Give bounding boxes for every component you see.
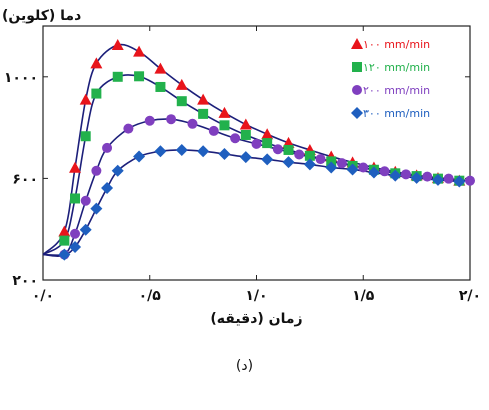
- series-markers: [58, 39, 475, 261]
- data-point: [261, 153, 274, 166]
- data-point: [198, 108, 209, 119]
- data-point: [58, 225, 71, 237]
- data-point: [58, 248, 71, 261]
- data-point: [410, 171, 423, 184]
- data-point: [144, 115, 155, 126]
- x-tick-label: ۲/۰: [459, 288, 481, 304]
- x-tick-label: ۱/۰: [245, 288, 267, 304]
- data-point: [465, 175, 475, 186]
- data-point: [79, 223, 92, 236]
- figure-caption: (د): [235, 358, 254, 374]
- data-point: [358, 162, 369, 173]
- data-point: [272, 144, 283, 155]
- legend-marker-4: [351, 107, 363, 119]
- y-tick-label: ۲۰۰: [12, 273, 38, 289]
- series-markers-3: [59, 114, 475, 260]
- data-point: [134, 71, 145, 82]
- data-point: [133, 150, 146, 163]
- data-point: [294, 149, 305, 160]
- data-point: [453, 175, 466, 188]
- data-point: [166, 114, 177, 125]
- data-point: [218, 148, 231, 161]
- data-point: [133, 45, 146, 57]
- legend-marker-1: [351, 38, 363, 49]
- data-point: [261, 128, 274, 140]
- data-point: [90, 57, 103, 69]
- legend-label-3: ۲۰۰ mm/min: [363, 84, 430, 97]
- y-tick-label: ۶۰۰: [12, 171, 38, 187]
- legend-label-4: ۳۰۰ mm/min: [363, 107, 430, 120]
- series-markers-4: [58, 143, 466, 261]
- data-point: [326, 156, 337, 167]
- data-point: [336, 158, 347, 169]
- legend-label-2: ۱۲۰ mm/min: [363, 61, 430, 74]
- data-point: [315, 154, 326, 165]
- tick-layer: ۰/۰ ۰/۵ ۱/۰ ۱/۵ ۲/۰ ۲۰۰ ۶۰۰ ۱۰۰۰: [4, 26, 481, 304]
- data-point: [69, 161, 82, 173]
- data-point: [79, 93, 92, 105]
- x-tick-label: ۰/۰: [32, 288, 54, 304]
- legend-label-1: ۱۰۰ mm/min: [363, 38, 430, 51]
- data-point: [400, 169, 411, 180]
- data-point: [208, 125, 219, 136]
- data-point: [70, 228, 81, 239]
- data-point: [346, 163, 359, 176]
- data-point: [367, 166, 380, 179]
- data-point: [379, 166, 390, 177]
- data-point: [91, 88, 102, 99]
- series-line-4: [42, 149, 460, 256]
- data-point: [123, 123, 134, 134]
- data-point: [155, 81, 166, 92]
- x-tick-label: ۰/۵: [139, 288, 162, 304]
- data-point: [90, 202, 103, 215]
- data-point: [431, 173, 444, 186]
- data-point: [283, 144, 294, 155]
- data-point: [154, 145, 167, 158]
- data-point: [101, 182, 114, 195]
- data-point: [240, 129, 251, 140]
- data-point: [111, 164, 124, 177]
- data-point: [197, 145, 210, 158]
- x-axis-title: زمان (دقیقه): [210, 311, 302, 327]
- data-point: [154, 62, 167, 74]
- data-point: [303, 158, 316, 171]
- data-point: [187, 118, 198, 129]
- data-point: [70, 193, 81, 204]
- y-tick-label: ۱۰۰۰: [4, 70, 38, 86]
- legend-marker-3: [352, 85, 362, 95]
- data-point: [175, 143, 188, 156]
- x-tick-label: ۱/۵: [352, 288, 375, 304]
- data-point: [304, 150, 315, 161]
- data-point: [175, 78, 188, 90]
- data-point: [282, 156, 295, 169]
- data-point: [102, 142, 113, 153]
- data-point: [111, 39, 124, 51]
- legend: ۱۰۰ mm/min ۱۲۰ mm/min ۲۰۰ mm/min ۳۰۰ mm/min: [351, 38, 430, 120]
- data-point: [325, 161, 338, 174]
- data-point: [218, 106, 231, 118]
- data-point: [59, 235, 70, 246]
- y-axis-title: دما (کلوین): [2, 8, 81, 24]
- data-point: [69, 240, 82, 253]
- data-point: [230, 133, 241, 144]
- data-point: [197, 93, 210, 105]
- data-point: [219, 120, 230, 131]
- data-point: [389, 169, 402, 182]
- data-point: [91, 165, 102, 176]
- data-point: [262, 138, 273, 149]
- data-point: [112, 71, 123, 82]
- legend-marker-2: [352, 62, 362, 72]
- data-point: [251, 138, 262, 149]
- data-point: [443, 173, 454, 184]
- data-point: [176, 96, 187, 107]
- data-point: [239, 118, 252, 130]
- series-line-2: [42, 74, 460, 256]
- data-point: [422, 171, 433, 182]
- data-point: [80, 131, 91, 142]
- data-point: [80, 195, 91, 206]
- data-point: [239, 151, 252, 164]
